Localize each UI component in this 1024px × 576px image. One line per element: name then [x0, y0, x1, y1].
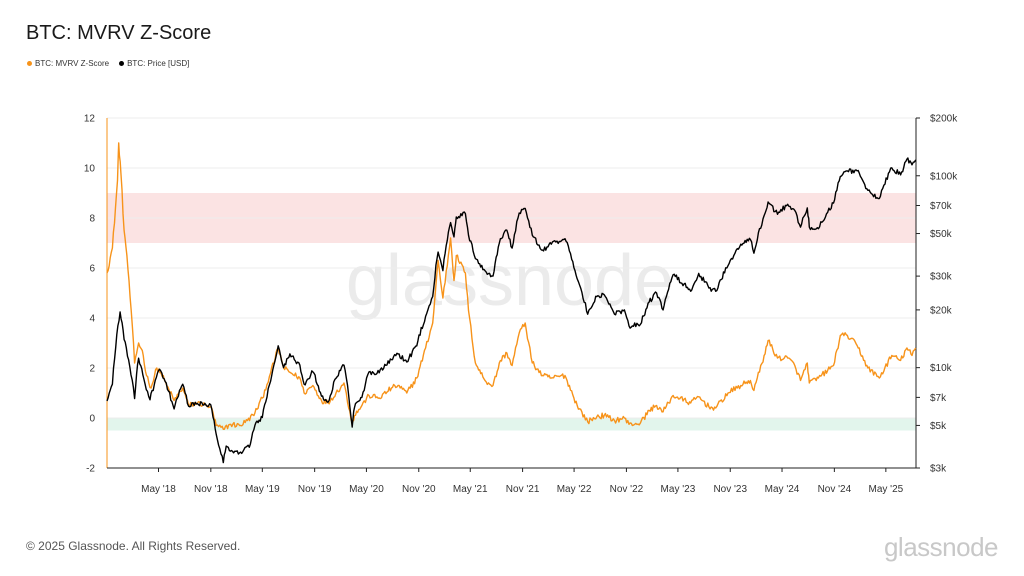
- x-tick-label: May '23: [661, 484, 696, 495]
- y-left-tick-label: 2: [89, 364, 95, 375]
- y-right-tick-label: $7k: [930, 393, 947, 404]
- y-right-tick-label: $5k: [930, 421, 947, 432]
- legend-swatch-mvrv: [27, 61, 32, 66]
- x-tick-label: May '20: [349, 484, 384, 495]
- grid-lines: [107, 117, 916, 469]
- y-right-tick-label: $100k: [930, 171, 958, 182]
- y-right-tick-label: $50k: [930, 229, 953, 240]
- y-left-tick-label: 8: [89, 214, 95, 225]
- legend-label-mvrv: BTC: MVRV Z-Score: [35, 59, 110, 68]
- x-tick-label: Nov '21: [506, 484, 540, 495]
- x-tick-label: Nov '22: [610, 484, 644, 495]
- x-tick-label: Nov '20: [402, 484, 436, 495]
- y-right-tick-label: $20k: [930, 305, 953, 316]
- x-tick-label: May '24: [765, 484, 800, 495]
- y-left-tick-label: 0: [89, 414, 95, 425]
- x-tick-label: May '21: [453, 484, 488, 495]
- x-tick-label: May '25: [868, 484, 903, 495]
- y-left-tick-label: -2: [86, 464, 95, 475]
- series-lines: [106, 142, 917, 464]
- chart-legend: BTC: MVRV Z-Score BTC: Price [USD]: [27, 59, 189, 68]
- mvrv-zscore-line: [106, 142, 917, 430]
- x-tick-label: May '18: [141, 484, 176, 495]
- x-tick-label: Nov '23: [713, 484, 747, 495]
- y-right-tick-label: $200k: [930, 114, 958, 125]
- y-right-tick-label: $70k: [930, 201, 953, 212]
- y-left-tick-label: 6: [89, 264, 95, 275]
- undervalued-zone-band: [107, 418, 916, 431]
- y-left-tick-label: 10: [84, 164, 96, 175]
- axes: 12 10 8 6 4 2 0 -2 $200k $100k $70k $50k $30k $20k $10…: [84, 114, 958, 496]
- chart-watermark: glassnode: [346, 241, 674, 321]
- x-tick-label: Nov '19: [298, 484, 332, 495]
- y-left-tick-label: 12: [84, 114, 96, 125]
- legend-label-price: BTC: Price [USD]: [127, 59, 190, 68]
- x-tick-label: May '22: [557, 484, 592, 495]
- x-tick-label: May '19: [245, 484, 280, 495]
- copyright-footer: © 2025 Glassnode. All Rights Reserved.: [26, 539, 241, 553]
- brand-logo: glassnode: [883, 532, 999, 562]
- y-right-tick-label: $10k: [930, 363, 953, 374]
- chart-title: BTC: MVRV Z-Score: [26, 22, 212, 44]
- legend-item-price[interactable]: BTC: Price [USD]: [119, 59, 189, 68]
- x-tick-label: Nov '24: [818, 484, 852, 495]
- y-right-tick-label: $3k: [930, 464, 947, 475]
- btc-price-line: [106, 157, 917, 464]
- x-tick-label: Nov '18: [194, 484, 228, 495]
- legend-item-mvrv[interactable]: BTC: MVRV Z-Score: [27, 59, 109, 68]
- y-left-tick-label: 4: [89, 314, 95, 325]
- legend-swatch-price: [119, 61, 125, 66]
- y-right-tick-label: $30k: [930, 272, 953, 283]
